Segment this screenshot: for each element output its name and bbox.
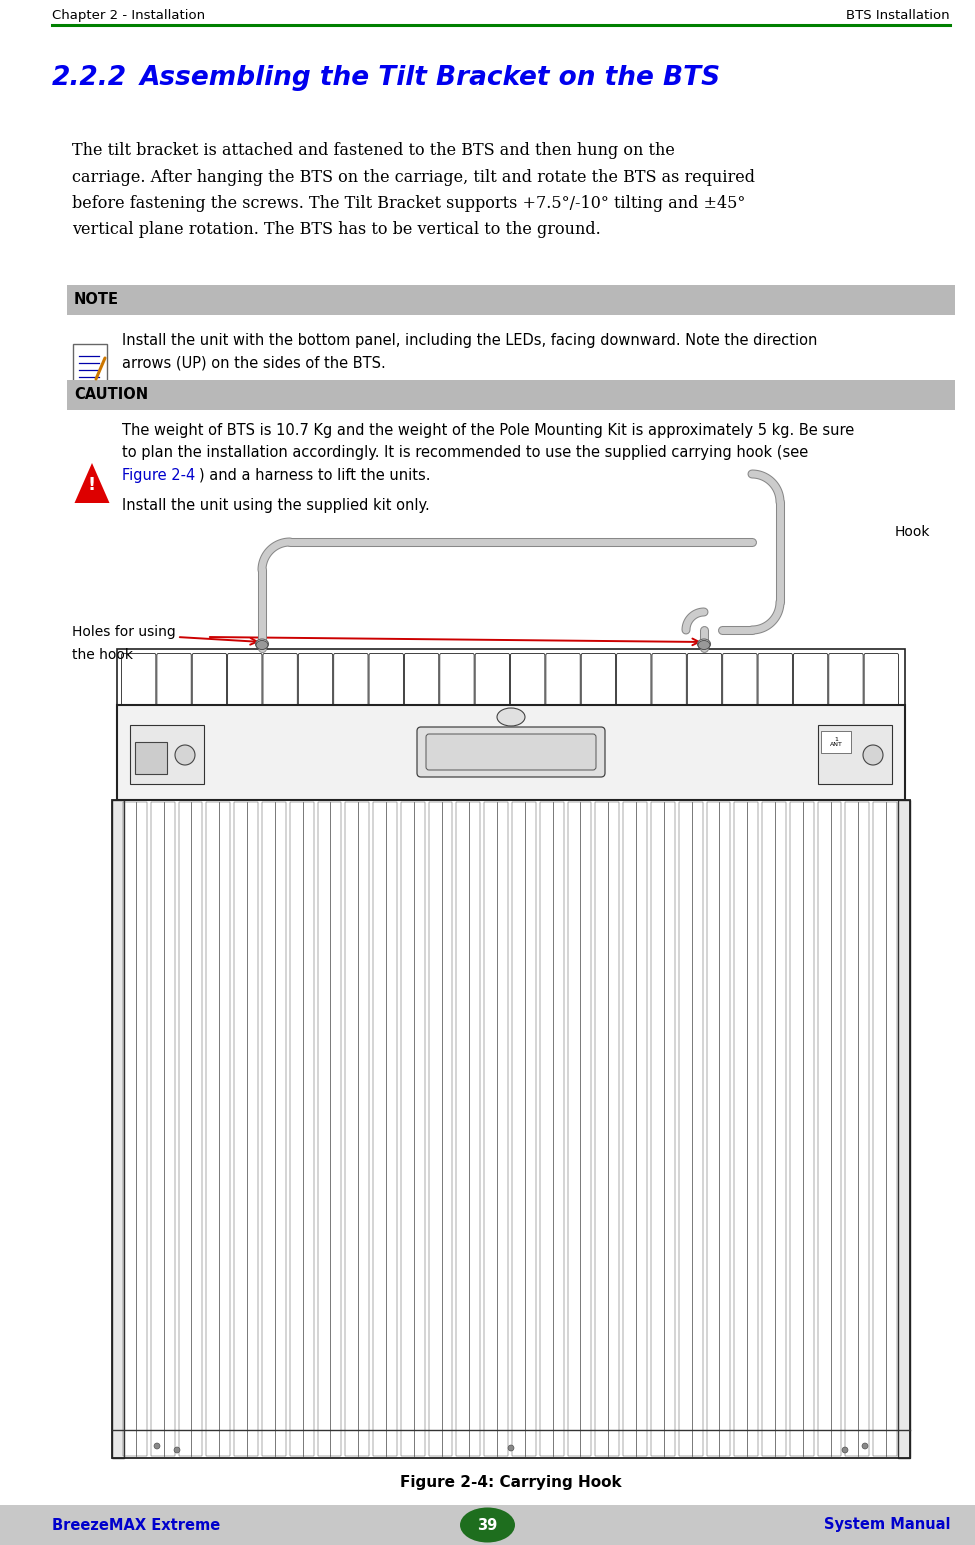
- FancyBboxPatch shape: [298, 654, 332, 706]
- Text: carriage. After hanging the BTS on the carriage, tilt and rotate the BTS as requ: carriage. After hanging the BTS on the c…: [72, 168, 755, 185]
- Ellipse shape: [174, 1448, 180, 1452]
- FancyBboxPatch shape: [722, 654, 757, 706]
- FancyBboxPatch shape: [135, 742, 167, 774]
- FancyBboxPatch shape: [73, 345, 107, 382]
- FancyBboxPatch shape: [864, 654, 899, 706]
- Text: BreezeMAX Extreme: BreezeMAX Extreme: [52, 1517, 220, 1533]
- Text: Assembling the Tilt Bracket on the BTS: Assembling the Tilt Bracket on the BTS: [140, 65, 722, 91]
- FancyBboxPatch shape: [67, 380, 955, 409]
- Ellipse shape: [698, 641, 710, 649]
- FancyBboxPatch shape: [112, 800, 124, 1458]
- Text: NOTE: NOTE: [74, 292, 119, 307]
- Text: 1
ANT: 1 ANT: [830, 737, 842, 748]
- FancyBboxPatch shape: [370, 654, 404, 706]
- FancyBboxPatch shape: [898, 800, 910, 1458]
- FancyBboxPatch shape: [821, 731, 851, 752]
- FancyBboxPatch shape: [687, 654, 722, 706]
- Text: ) and a harness to lift the units.: ) and a harness to lift the units.: [199, 468, 431, 484]
- Text: !: !: [88, 476, 97, 494]
- Text: before fastening the screws. The Tilt Bracket supports +7.5°/-10° tilting and ±4: before fastening the screws. The Tilt Br…: [72, 195, 745, 212]
- Ellipse shape: [862, 1443, 868, 1449]
- Text: Install the unit with the bottom panel, including the LEDs, facing downward. Not: Install the unit with the bottom panel, …: [122, 334, 817, 348]
- FancyBboxPatch shape: [263, 654, 297, 706]
- FancyBboxPatch shape: [417, 728, 605, 777]
- Text: Chapter 2 - Installation: Chapter 2 - Installation: [52, 9, 205, 22]
- FancyBboxPatch shape: [829, 654, 863, 706]
- Text: Install the unit using the supplied kit only.: Install the unit using the supplied kit …: [122, 499, 430, 513]
- FancyBboxPatch shape: [157, 654, 191, 706]
- Ellipse shape: [497, 708, 525, 726]
- Ellipse shape: [175, 745, 195, 765]
- Text: the hook: the hook: [72, 647, 133, 661]
- FancyBboxPatch shape: [440, 654, 474, 706]
- Text: Holes for using: Holes for using: [72, 626, 176, 640]
- Text: Hook: Hook: [895, 525, 930, 539]
- FancyBboxPatch shape: [652, 654, 686, 706]
- FancyBboxPatch shape: [67, 284, 955, 315]
- Ellipse shape: [863, 745, 883, 765]
- FancyBboxPatch shape: [818, 725, 892, 783]
- FancyBboxPatch shape: [117, 705, 905, 800]
- Text: vertical plane rotation. The BTS has to be vertical to the ground.: vertical plane rotation. The BTS has to …: [72, 221, 601, 238]
- Ellipse shape: [508, 1445, 514, 1451]
- Text: arrows (UP) on the sides of the BTS.: arrows (UP) on the sides of the BTS.: [122, 355, 386, 371]
- Ellipse shape: [460, 1508, 515, 1542]
- FancyBboxPatch shape: [546, 654, 580, 706]
- FancyBboxPatch shape: [0, 1505, 975, 1545]
- FancyBboxPatch shape: [192, 654, 226, 706]
- Text: The weight of BTS is 10.7 Kg and the weight of the Pole Mounting Kit is approxim: The weight of BTS is 10.7 Kg and the wei…: [122, 423, 854, 437]
- Text: 2.2.2: 2.2.2: [52, 65, 127, 91]
- Text: CAUTION: CAUTION: [74, 388, 148, 403]
- Polygon shape: [74, 464, 109, 504]
- FancyBboxPatch shape: [227, 654, 262, 706]
- FancyBboxPatch shape: [475, 654, 510, 706]
- FancyBboxPatch shape: [616, 654, 651, 706]
- Text: BTS Installation: BTS Installation: [846, 9, 950, 22]
- FancyBboxPatch shape: [511, 654, 545, 706]
- FancyBboxPatch shape: [122, 654, 156, 706]
- FancyBboxPatch shape: [130, 725, 204, 783]
- FancyBboxPatch shape: [405, 654, 439, 706]
- Ellipse shape: [255, 640, 268, 649]
- FancyBboxPatch shape: [758, 654, 793, 706]
- Ellipse shape: [842, 1448, 848, 1452]
- FancyBboxPatch shape: [581, 654, 615, 706]
- Ellipse shape: [256, 641, 268, 649]
- Text: Figure 2-4: Carrying Hook: Figure 2-4: Carrying Hook: [400, 1475, 622, 1489]
- Text: Figure 2-4: Figure 2-4: [122, 468, 195, 484]
- Ellipse shape: [697, 640, 711, 649]
- FancyBboxPatch shape: [794, 654, 828, 706]
- Text: The tilt bracket is attached and fastened to the BTS and then hung on the: The tilt bracket is attached and fastene…: [72, 142, 675, 159]
- Ellipse shape: [154, 1443, 160, 1449]
- FancyBboxPatch shape: [426, 734, 596, 769]
- Text: to plan the installation accordingly. It is recommended to use the supplied carr: to plan the installation accordingly. It…: [122, 445, 808, 460]
- FancyBboxPatch shape: [333, 654, 368, 706]
- Text: System Manual: System Manual: [824, 1517, 950, 1533]
- Text: 39: 39: [478, 1517, 497, 1533]
